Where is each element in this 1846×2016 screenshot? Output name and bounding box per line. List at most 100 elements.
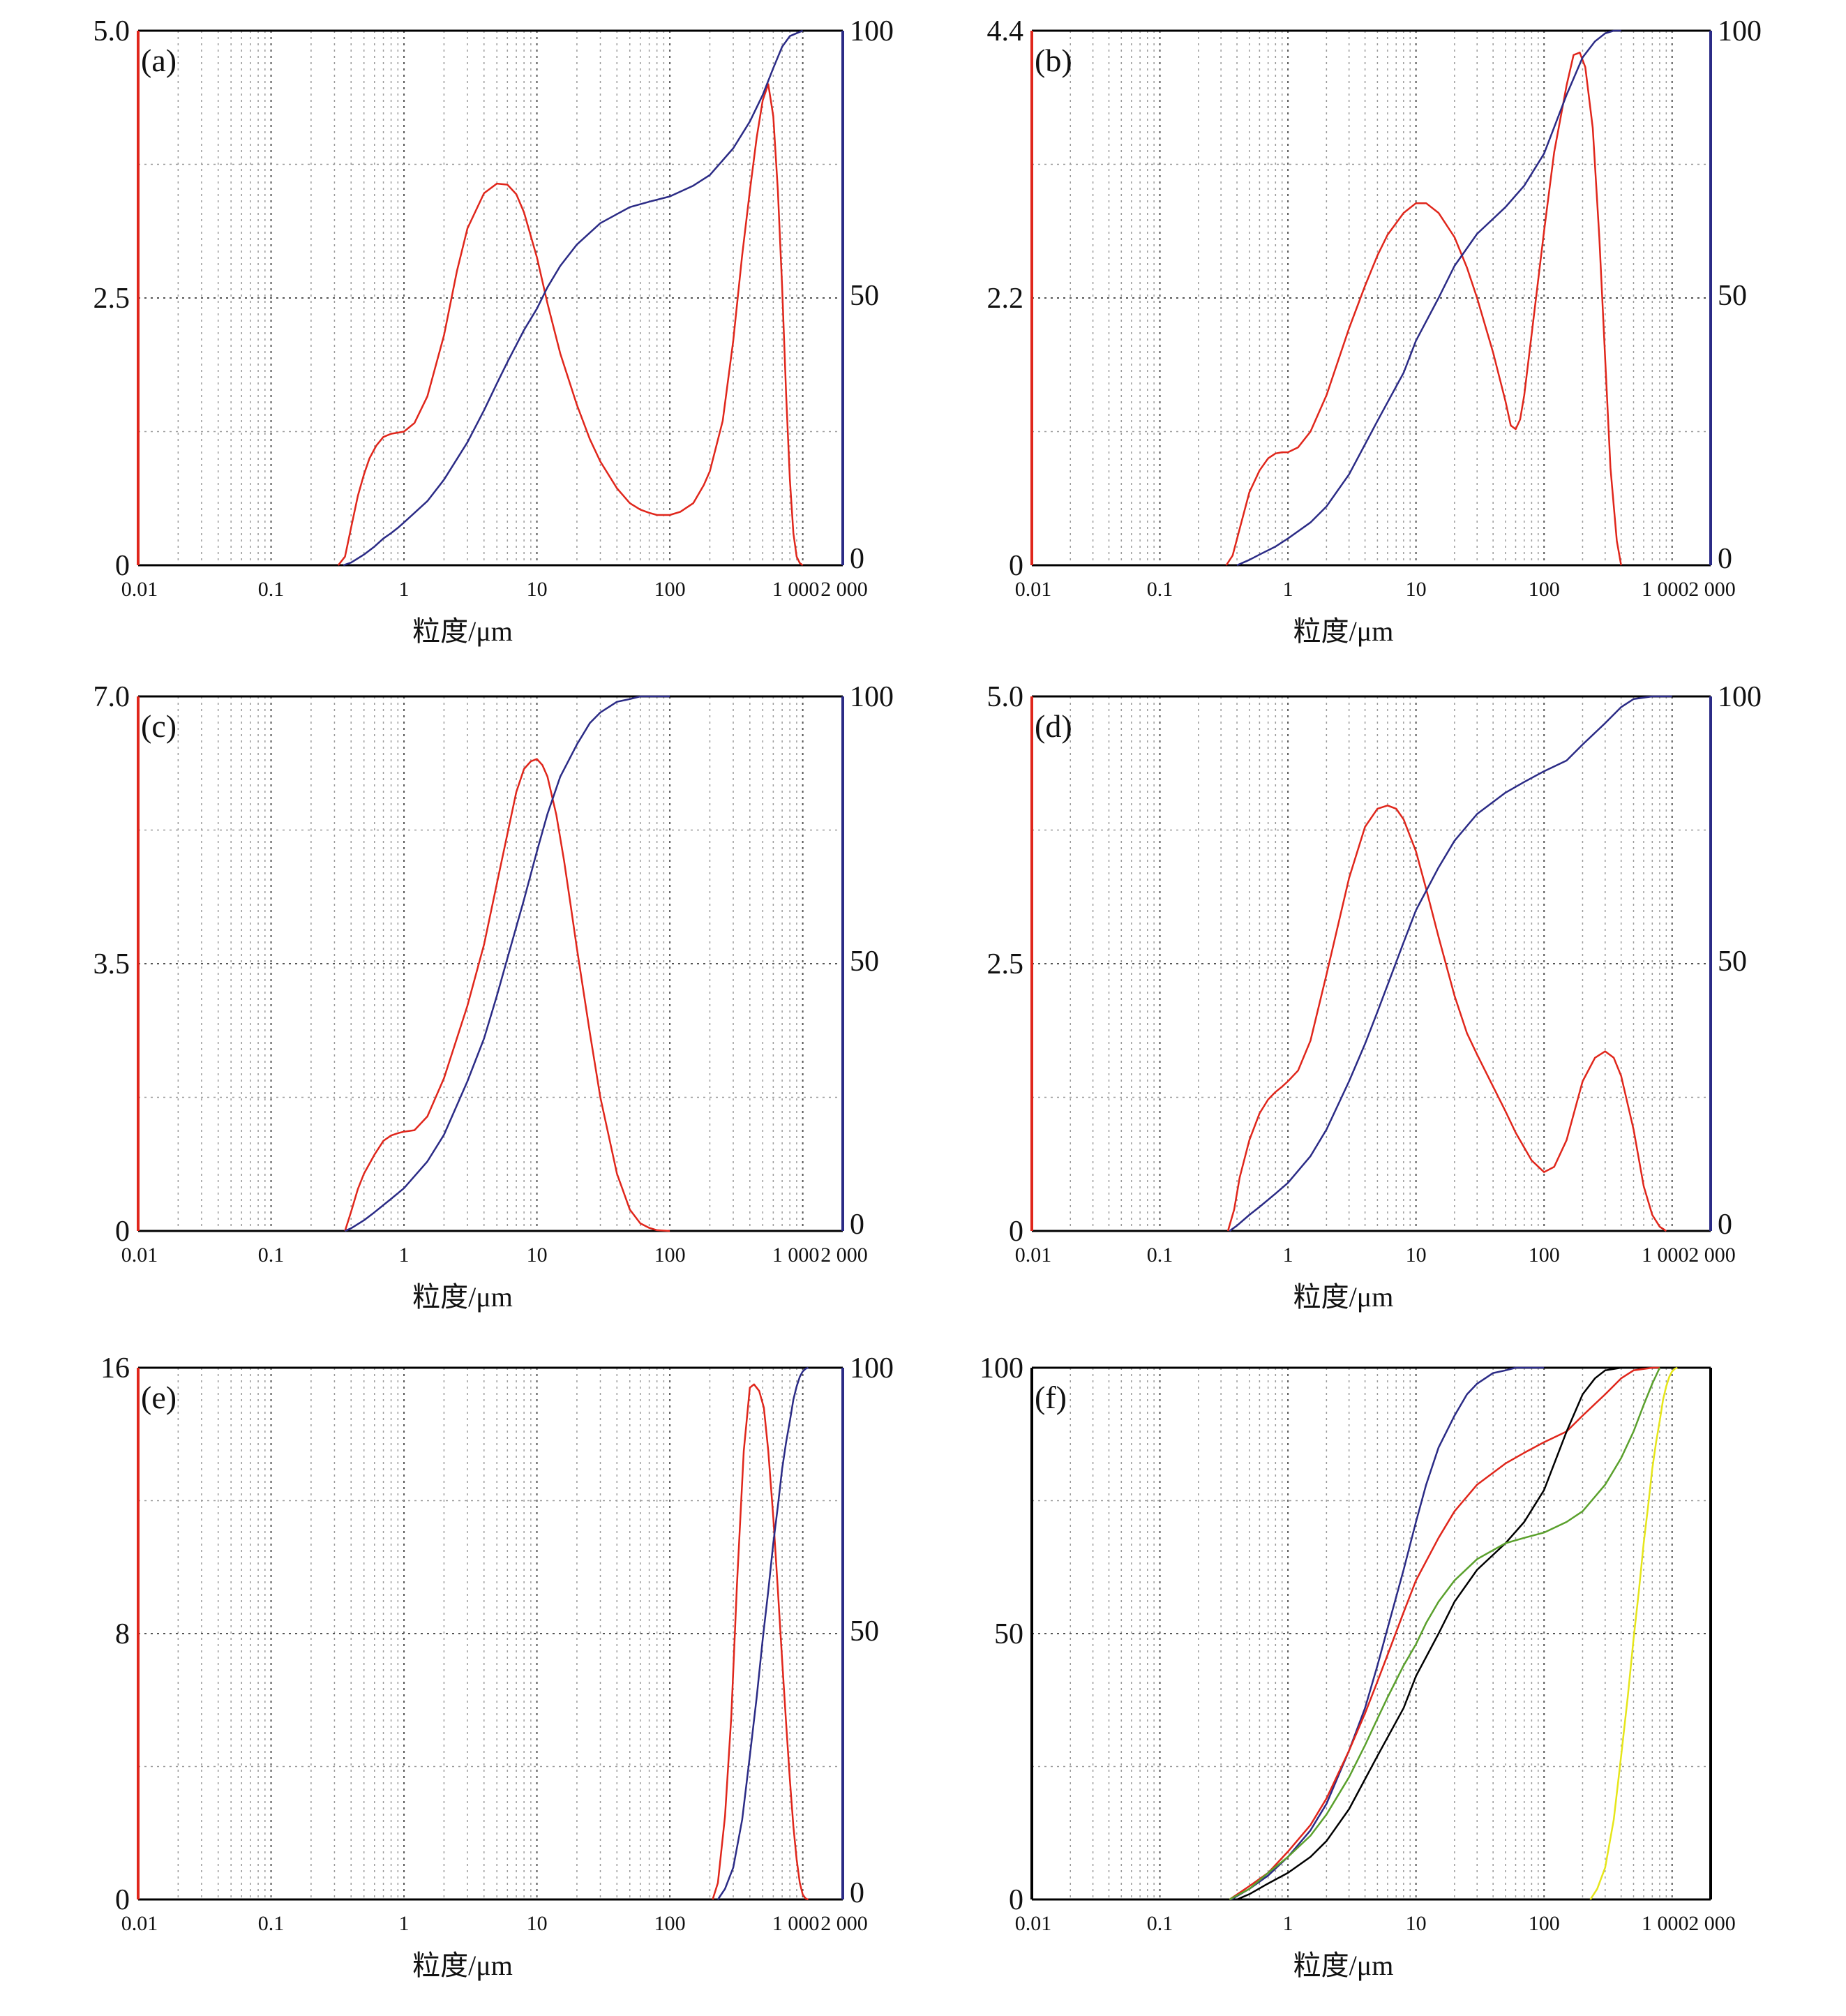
right-tick-label: 0 [1718, 1209, 1732, 1241]
panel-label: (c) [141, 708, 177, 744]
left-tick-label: 4.4 [987, 15, 1024, 47]
x-tick-label: 10 [1406, 1912, 1427, 1935]
x-tick-label: 1 [399, 1244, 410, 1267]
series-line-cumulative-c [1231, 1366, 1545, 1901]
x-tick-label: 1 [399, 578, 410, 601]
right-tick-label: 0 [850, 543, 864, 575]
panel-label: (b) [1035, 43, 1072, 78]
series-line-cumulative-a [1229, 1367, 1661, 1901]
right-tick-label: 50 [850, 1615, 879, 1648]
x-tick-label: 0.01 [121, 578, 158, 601]
left-tick-label: 5.0 [93, 15, 130, 47]
left-tick-label: 5.0 [987, 681, 1024, 713]
left-tick-label: 2.5 [987, 948, 1024, 980]
left-tick-label: 0 [1009, 1216, 1023, 1248]
right-tick-label: 0 [850, 1209, 864, 1241]
x-tick-label: 10 [527, 1912, 548, 1935]
left-tick-label: 0 [115, 1216, 130, 1248]
x-tick-label: 0.01 [121, 1244, 158, 1267]
series-line-cumulative [344, 695, 670, 1232]
left-tick-label: 0 [115, 550, 130, 582]
x-tick-label: 100 [1529, 1244, 1560, 1267]
panel-c: 0 3.5 7.0 0 50 100 0.01 0.1 1 10 100 1 000 2 000 粒度/μ… [93, 681, 894, 1313]
series-line-cumulative [343, 29, 804, 567]
left-tick-label: 2.2 [987, 283, 1024, 315]
series-line-frequency [337, 83, 804, 567]
x-tick-label: 1 [1283, 578, 1293, 601]
x-tick-label: 1 000 [1642, 1912, 1689, 1935]
series-line-frequency [712, 1383, 809, 1901]
right-tick-label: 50 [1718, 280, 1747, 312]
x-tick-label: 2 000 [1688, 578, 1736, 601]
x-tick-label: 10 [527, 1244, 548, 1267]
x-tick-label: 0.1 [1147, 578, 1173, 601]
series-line-cumulative [1229, 695, 1672, 1232]
x-tick-label: 0.1 [1147, 1912, 1173, 1935]
x-tick-label: 1 000 [772, 1244, 820, 1267]
x-tick-label: 1 000 [772, 578, 820, 601]
x-tick-label: 1 [1283, 1912, 1293, 1935]
x-axis-title: 粒度/μm [412, 1281, 513, 1313]
left-tick-label: 100 [980, 1352, 1023, 1384]
right-tick-label: 0 [850, 1877, 864, 1909]
x-tick-label: 1 [399, 1912, 410, 1935]
series-line-cumulative-e [1589, 1366, 1678, 1900]
left-tick-label: 8 [115, 1618, 130, 1650]
right-tick-label: 0 [1718, 543, 1732, 575]
panel-label: (f) [1035, 1380, 1067, 1415]
x-tick-label: 0.1 [258, 1244, 285, 1267]
series-line-cumulative [1236, 29, 1621, 567]
left-tick-label: 0 [1009, 1884, 1023, 1916]
right-tick-label: 50 [1718, 946, 1747, 978]
x-axis-title: 粒度/μm [412, 615, 513, 647]
series-line-cumulative-b [1236, 1366, 1621, 1901]
right-tick-label: 100 [850, 681, 894, 713]
left-tick-label: 0 [115, 1884, 130, 1916]
x-tick-label: 0.01 [1015, 1912, 1052, 1935]
x-tick-label: 2 000 [820, 1912, 868, 1935]
x-axis-title: 粒度/μm [1293, 1281, 1394, 1313]
panel-label: (a) [141, 43, 177, 78]
x-tick-label: 100 [1529, 578, 1560, 601]
x-tick-label: 0.1 [258, 578, 285, 601]
x-axis-title: 粒度/μm [412, 1950, 513, 1981]
x-tick-label: 10 [1406, 578, 1427, 601]
panel-a: 0 2.5 5.0 0 50 100 0.01 0.1 1 10 100 1 000 2 000 粒度/μ… [93, 15, 894, 647]
x-tick-label: 10 [527, 578, 548, 601]
x-tick-label: 2 000 [1688, 1912, 1736, 1935]
left-tick-label: 0 [1009, 550, 1023, 582]
panel-label: (e) [141, 1380, 177, 1415]
x-tick-label: 2 000 [1688, 1244, 1736, 1267]
series-line-cumulative [716, 1366, 809, 1900]
series-line-frequency [1225, 52, 1622, 566]
x-tick-label: 1 000 [1642, 578, 1689, 601]
x-tick-label: 1 [1283, 1244, 1293, 1267]
left-tick-label: 7.0 [93, 681, 130, 713]
left-tick-label: 50 [994, 1618, 1023, 1650]
panel-f: 0 50 100 0.01 0.1 1 10 100 1 000 2 000 粒度/μm (f) [980, 1352, 1736, 1981]
right-tick-label: 100 [850, 15, 894, 47]
x-tick-label: 100 [654, 1912, 686, 1935]
left-tick-label: 2.5 [93, 283, 130, 315]
series-line-frequency [344, 758, 670, 1232]
x-axis-title: 粒度/μm [1293, 1950, 1394, 1981]
right-tick-label: 50 [850, 946, 879, 978]
x-tick-label: 0.01 [1015, 1244, 1052, 1267]
x-tick-label: 100 [654, 578, 686, 601]
panel-d: 0 2.5 5.0 0 50 100 0.01 0.1 1 10 100 1 000 2 000 粒度/μ… [987, 681, 1762, 1313]
left-tick-label: 16 [100, 1352, 130, 1384]
right-tick-label: 100 [1718, 681, 1762, 713]
x-tick-label: 100 [654, 1244, 686, 1267]
x-tick-label: 0.1 [258, 1912, 285, 1935]
x-tick-label: 1 000 [1642, 1244, 1689, 1267]
panel-label: (d) [1035, 708, 1072, 744]
x-axis-title: 粒度/μm [1293, 615, 1394, 647]
x-tick-label: 100 [1529, 1912, 1560, 1935]
series-line-frequency [1226, 805, 1667, 1232]
x-tick-label: 0.1 [1147, 1244, 1173, 1267]
x-tick-label: 1 000 [772, 1912, 820, 1935]
left-tick-label: 3.5 [93, 948, 130, 980]
x-tick-label: 10 [1406, 1244, 1427, 1267]
x-tick-label: 2 000 [820, 1244, 868, 1267]
